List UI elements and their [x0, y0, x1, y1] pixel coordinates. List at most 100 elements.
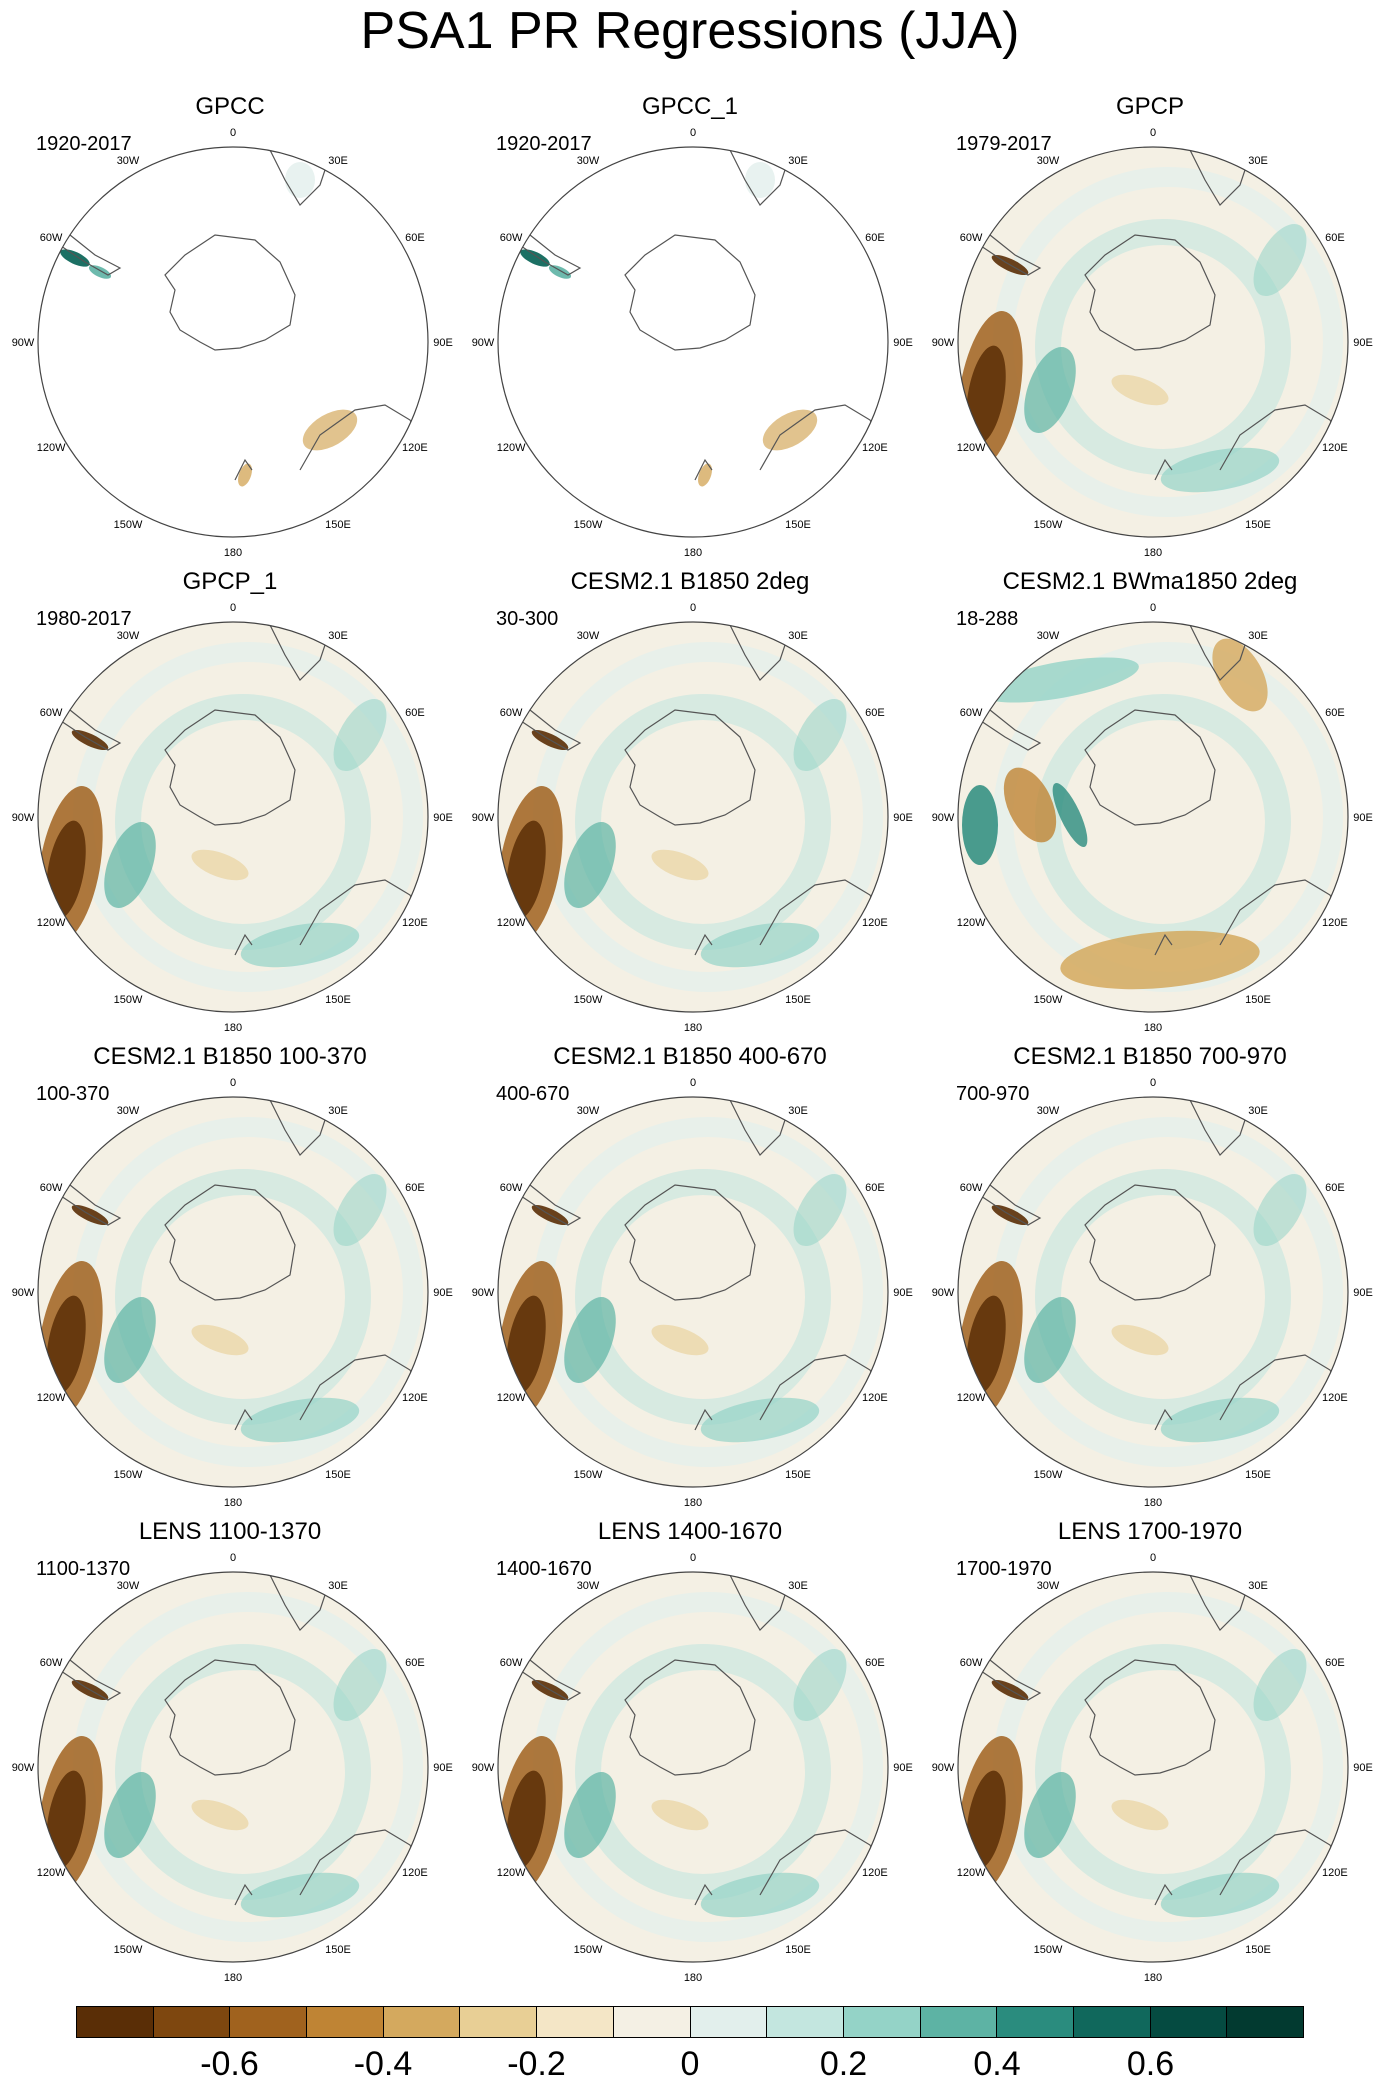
- longitude-label: 90E: [1353, 1762, 1373, 1774]
- longitude-label: 150W: [574, 994, 603, 1006]
- polar-map: 0 30E 60E 90E 120E 150E 180 150W 120W 90W 60W 30W: [12, 127, 453, 559]
- longitude-label: 60W: [960, 232, 983, 244]
- polar-map: 0 30E 60E 90E 120E 150E 180 150W 120W 90W 60W 30W: [472, 127, 913, 559]
- longitude-label: 30E: [1248, 1580, 1268, 1592]
- map-panel: 0 30E 60E 90E 120E 150E 180 150W 120W 90W 60W 30W CE…: [920, 950, 1380, 1509]
- longitude-label: 150E: [785, 519, 811, 531]
- longitude-label: 60E: [865, 707, 885, 719]
- map-panel: 0 30E 60E 90E 120E 150E 180 150W 120W 90W 60W 30W GP…: [920, 0, 1380, 559]
- longitude-label: 120E: [402, 442, 428, 454]
- map-panel: 0 30E 60E 90E 120E 150E 180 150W 120W 90W 60W 30W LE…: [460, 1425, 920, 1984]
- panel-period: 1100-1370: [36, 1558, 131, 1580]
- longitude-label: 90W: [12, 1287, 35, 1299]
- colorbar-cell: [613, 2007, 691, 2037]
- colorbar-cell: [690, 2007, 768, 2037]
- map-panel: 0 30E 60E 90E 120E 150E 180 150W 120W 90W 60W 30W CE…: [0, 950, 460, 1509]
- panel-period: 1980-2017: [36, 608, 132, 630]
- polar-map: 0 30E 60E 90E 120E 150E 180 150W 120W 90W 60W 30W: [932, 602, 1373, 1034]
- colorbar-tick-label: 0.4: [973, 2045, 1021, 2083]
- longitude-label: 180: [1144, 1972, 1162, 1984]
- longitude-label: 150E: [1245, 1469, 1271, 1481]
- colorbar-tick-label: 0.2: [819, 2045, 868, 2083]
- longitude-label: 0: [230, 602, 236, 614]
- longitude-label: 0: [230, 127, 236, 139]
- longitude-label: 120W: [497, 442, 526, 454]
- map-panel: 0 30E 60E 90E 120E 150E 180 150W 120W 90W 60W 30W GP…: [460, 0, 920, 559]
- longitude-label: 0: [1150, 1552, 1156, 1564]
- longitude-label: 30E: [788, 630, 808, 642]
- colorbar-cell: [77, 2007, 154, 2037]
- longitude-label: 30W: [117, 630, 140, 642]
- longitude-label: 90W: [472, 337, 495, 349]
- longitude-label: 30E: [788, 155, 808, 167]
- longitude-label: 120E: [862, 442, 888, 454]
- longitude-label: 0: [690, 1552, 696, 1564]
- longitude-label: 120W: [957, 1392, 986, 1404]
- longitude-label: 0: [690, 1077, 696, 1089]
- longitude-label: 180: [1144, 547, 1162, 559]
- longitude-label: 150E: [325, 519, 351, 531]
- colorbar-cell: [153, 2007, 231, 2037]
- longitude-label: 60W: [500, 707, 523, 719]
- longitude-label: 150W: [114, 994, 143, 1006]
- map-panel: 0 30E 60E 90E 120E 150E 180 150W 120W 90W 60W 30W LE…: [920, 1425, 1380, 1984]
- longitude-label: 150E: [1245, 1944, 1271, 1956]
- polar-map: 0 30E 60E 90E 120E 150E 180 150W 120W 90W 60W 30W: [472, 1077, 913, 1509]
- longitude-label: 120E: [402, 917, 428, 929]
- panel-title: GPCC_1: [641, 93, 739, 120]
- longitude-label: 0: [690, 127, 696, 139]
- longitude-label: 60E: [865, 1182, 885, 1194]
- longitude-label: 150E: [325, 994, 351, 1006]
- longitude-label: 90W: [472, 1762, 495, 1774]
- colorbar-cell: [843, 2007, 921, 2037]
- longitude-label: 60E: [865, 232, 885, 244]
- polar-map: 0 30E 60E 90E 120E 150E 180 150W 120W 90W 60W 30W: [12, 1552, 453, 1984]
- panel-period: 1700-1970: [956, 1558, 1052, 1580]
- colorbar-cell: [1227, 2007, 1303, 2037]
- longitude-label: 120E: [862, 917, 888, 929]
- longitude-label: 60E: [1325, 1182, 1345, 1194]
- longitude-label: 90E: [1353, 337, 1373, 349]
- longitude-label: 180: [224, 1972, 242, 1984]
- figure-title: PSA1 PR Regressions (JJA): [360, 2, 1020, 60]
- longitude-label: 0: [230, 1077, 236, 1089]
- longitude-label: 150W: [574, 519, 603, 531]
- longitude-label: 90E: [1353, 1287, 1373, 1299]
- longitude-label: 150E: [325, 1469, 351, 1481]
- colorbar-tick-label: -0.2: [507, 2045, 566, 2083]
- panel-period: 1400-1670: [496, 1558, 592, 1580]
- longitude-label: 60W: [500, 1657, 523, 1669]
- longitude-label: 90W: [12, 1762, 35, 1774]
- longitude-label: 180: [224, 547, 242, 559]
- longitude-label: 150W: [1034, 1469, 1063, 1481]
- panel-period: 30-300: [496, 608, 559, 630]
- map-panel: 0 30E 60E 90E 120E 150E 180 150W 120W 90W 60W 30W GP…: [0, 0, 460, 559]
- longitude-label: 30W: [577, 155, 600, 167]
- longitude-label: 120E: [1322, 1392, 1348, 1404]
- longitude-label: 30W: [577, 630, 600, 642]
- polar-map: 0 30E 60E 90E 120E 150E 180 150W 120W 90W 60W 30W: [12, 1077, 453, 1509]
- longitude-label: 30E: [328, 1105, 348, 1117]
- longitude-label: 30W: [117, 155, 140, 167]
- polar-map: 0 30E 60E 90E 120E 150E 180 150W 120W 90W 60W 30W: [472, 1552, 913, 1984]
- longitude-label: 150E: [325, 1944, 351, 1956]
- longitude-label: 30E: [1248, 1105, 1268, 1117]
- longitude-label: 60W: [960, 707, 983, 719]
- colorbar-tick-label: -0.6: [200, 2045, 259, 2083]
- panel-period: 1920-2017: [36, 133, 132, 155]
- longitude-label: 90W: [932, 812, 955, 824]
- longitude-label: 60E: [1325, 1657, 1345, 1669]
- longitude-label: 150W: [114, 1469, 143, 1481]
- longitude-label: 90W: [932, 1762, 955, 1774]
- longitude-label: 90E: [433, 337, 453, 349]
- longitude-label: 30E: [328, 630, 348, 642]
- longitude-label: 180: [684, 1022, 702, 1034]
- longitude-label: 0: [1150, 602, 1156, 614]
- colorbar: [76, 2006, 1304, 2038]
- longitude-label: 0: [690, 602, 696, 614]
- longitude-label: 30E: [788, 1105, 808, 1117]
- longitude-label: 120E: [1322, 1867, 1348, 1879]
- longitude-label: 150W: [574, 1944, 603, 1956]
- colorbar-cell: [383, 2007, 461, 2037]
- panel-title: GPCP_1: [182, 568, 278, 595]
